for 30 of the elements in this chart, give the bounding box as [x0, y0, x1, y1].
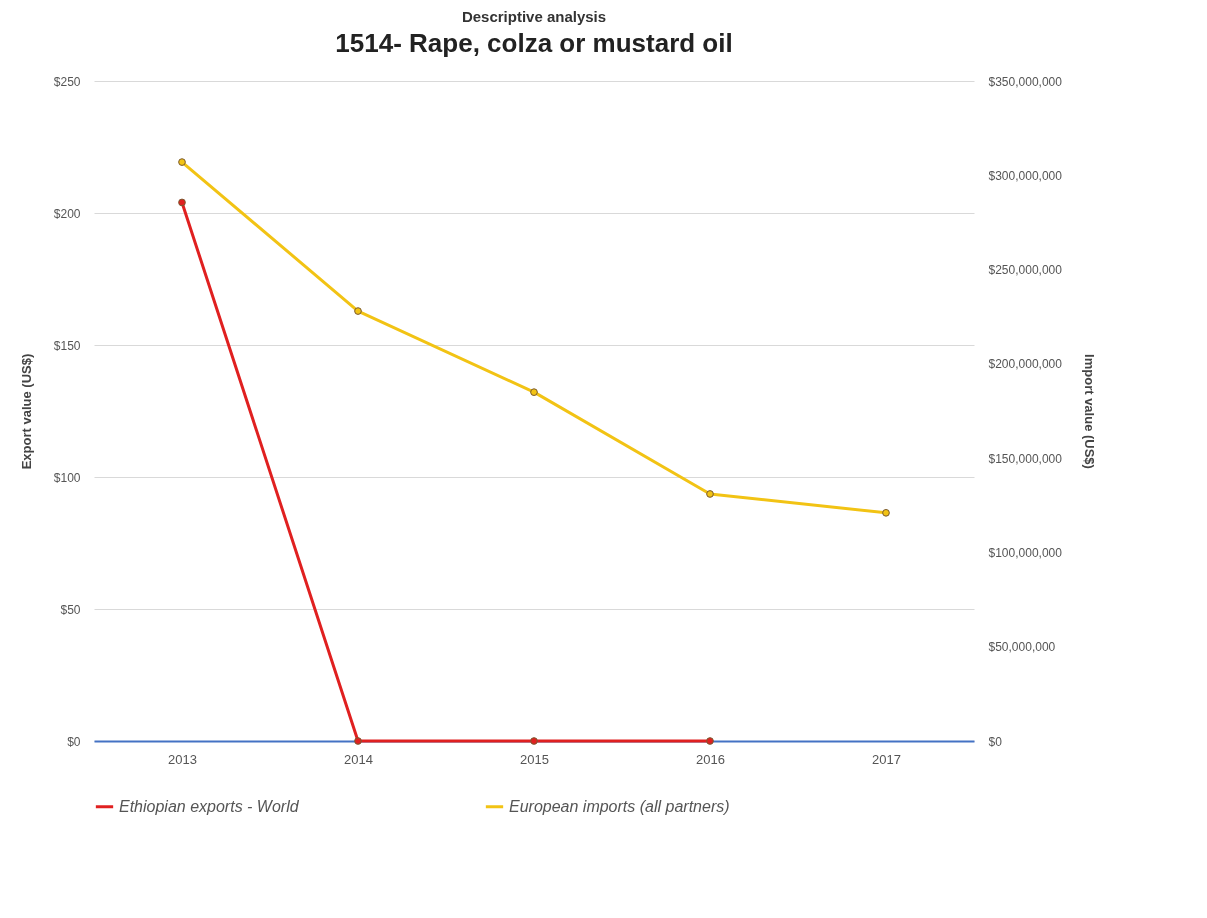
y-tick-label: $150	[53, 338, 81, 353]
y2-axis-title: Import value (US$)	[1081, 354, 1097, 469]
x-tick-label: 2013	[168, 751, 197, 767]
y-tick-label: $0	[67, 734, 81, 749]
y2-tick-label: $150,000,000	[988, 451, 1063, 466]
y-tick-label: $250	[53, 74, 81, 89]
y2-tick-label: $0	[988, 734, 1003, 749]
y-axis-title: Export value (US$)	[18, 353, 34, 470]
y-tick-label: $200	[53, 206, 81, 221]
y2-tick-label: $300,000,000	[988, 168, 1063, 183]
point	[882, 508, 890, 517]
x-tick-label: 2016	[696, 751, 725, 767]
y2-tick-label: $50,000,000	[988, 640, 1056, 655]
point	[178, 158, 186, 166]
point	[706, 490, 714, 498]
chart-subtitle: Descriptive analysis	[461, 8, 607, 25]
y2-tick-label: $250,000,000	[988, 263, 1063, 278]
point	[530, 388, 538, 396]
x-tick-label: 2015	[520, 751, 549, 767]
x-tick-label: 2014	[344, 751, 373, 767]
point	[354, 307, 362, 315]
y2-tick-label: $200,000,000	[988, 357, 1063, 372]
y2-tick-label: $100,000,000	[988, 545, 1063, 560]
y-tick-label: $100	[53, 470, 81, 485]
legend-label: Ethiopian exports - World	[119, 797, 300, 815]
legend-label: European imports (all partners)	[509, 797, 730, 815]
y-tick-label: $50	[60, 602, 81, 617]
x-tick-label: 2017	[872, 751, 901, 767]
y2-tick-label: $350,000,000	[988, 74, 1063, 89]
chart-title: 1514- Rape, colza or mustard oil	[335, 28, 733, 58]
